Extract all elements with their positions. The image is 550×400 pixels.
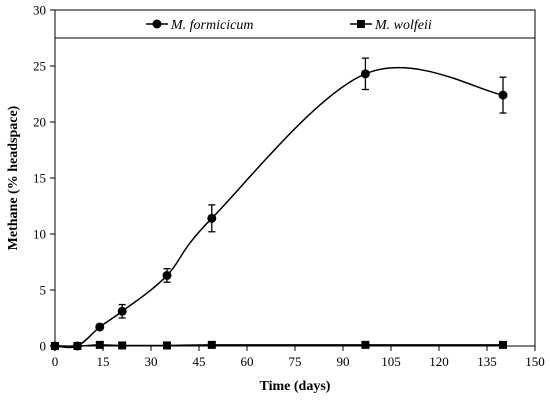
legend-marker bbox=[357, 20, 365, 28]
legend-entry: M. formicicum bbox=[146, 18, 253, 33]
y-tick-label: 10 bbox=[33, 227, 46, 242]
data-point bbox=[51, 342, 59, 350]
data-point bbox=[95, 322, 105, 332]
data-point bbox=[163, 341, 171, 350]
data-point bbox=[162, 270, 172, 280]
data-point bbox=[360, 69, 370, 79]
data-point bbox=[73, 342, 82, 350]
y-tick-label: 15 bbox=[33, 171, 46, 186]
y-tick-label: 25 bbox=[33, 59, 46, 74]
x-tick-label: 60 bbox=[241, 354, 254, 369]
data-point bbox=[95, 340, 104, 349]
x-tick-label: 15 bbox=[97, 354, 110, 369]
legend: M. formicicum M. wolfeii bbox=[146, 18, 432, 33]
x-tick-label: 150 bbox=[525, 354, 545, 369]
data-point bbox=[207, 213, 217, 223]
y-tick-label: 0 bbox=[40, 339, 47, 354]
y-tick-label: 30 bbox=[33, 3, 46, 18]
data-point bbox=[207, 340, 216, 349]
data-point bbox=[499, 340, 507, 349]
x-tick-label: 135 bbox=[477, 354, 497, 369]
x-tick-label: 30 bbox=[145, 354, 158, 369]
data-point bbox=[361, 340, 370, 349]
y-tick-label: 20 bbox=[33, 115, 46, 130]
data-point bbox=[117, 306, 127, 316]
x-tick-label: 105 bbox=[381, 354, 401, 369]
axes: 0 15 30 45 60 75 90 105 120 135 150 0 5 10 15 20 25 30 bbox=[33, 3, 545, 370]
x-tick-label: 90 bbox=[337, 354, 350, 369]
x-tick-label: 75 bbox=[289, 354, 302, 369]
legend-marker bbox=[152, 19, 162, 29]
data-point bbox=[498, 90, 508, 100]
x-tick-label: 120 bbox=[429, 354, 449, 369]
x-tick-label: 45 bbox=[193, 354, 206, 369]
legend-label: M. wolfeii bbox=[374, 18, 432, 33]
legend-label: M. formicicum bbox=[170, 18, 253, 33]
series-2 bbox=[51, 340, 507, 350]
series-layer bbox=[50, 57, 508, 351]
x-tick-label: 0 bbox=[52, 354, 59, 369]
y-axis-title: Methane (% headspace) bbox=[6, 105, 21, 250]
data-point bbox=[118, 341, 127, 350]
y-tick-label: 5 bbox=[40, 283, 47, 298]
x-axis-title: Time (days) bbox=[260, 379, 331, 394]
legend-entry: M. wolfeii bbox=[350, 18, 432, 33]
